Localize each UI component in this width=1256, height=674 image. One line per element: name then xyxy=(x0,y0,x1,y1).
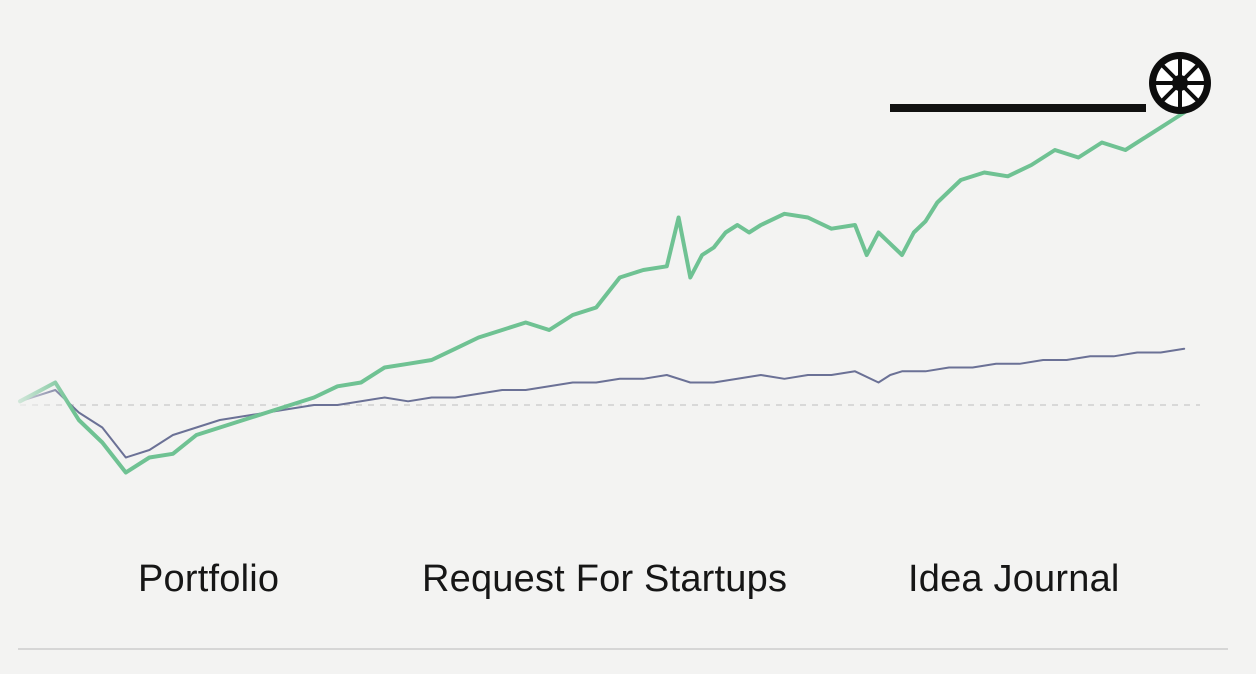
left-fade-mask xyxy=(0,0,330,520)
round-logo-icon[interactable] xyxy=(1148,51,1212,115)
tab-idea-journal[interactable]: Idea Journal xyxy=(908,558,1120,600)
tab-bar-divider xyxy=(18,648,1228,650)
active-tab-indicator xyxy=(890,104,1146,112)
tab-request-for-startups[interactable]: Request For Startups xyxy=(422,558,788,600)
tab-portfolio[interactable]: Portfolio xyxy=(138,558,280,600)
performance-chart xyxy=(0,0,1200,520)
tab-bar: Portfolio Request For Startups Idea Jour… xyxy=(0,540,1256,650)
